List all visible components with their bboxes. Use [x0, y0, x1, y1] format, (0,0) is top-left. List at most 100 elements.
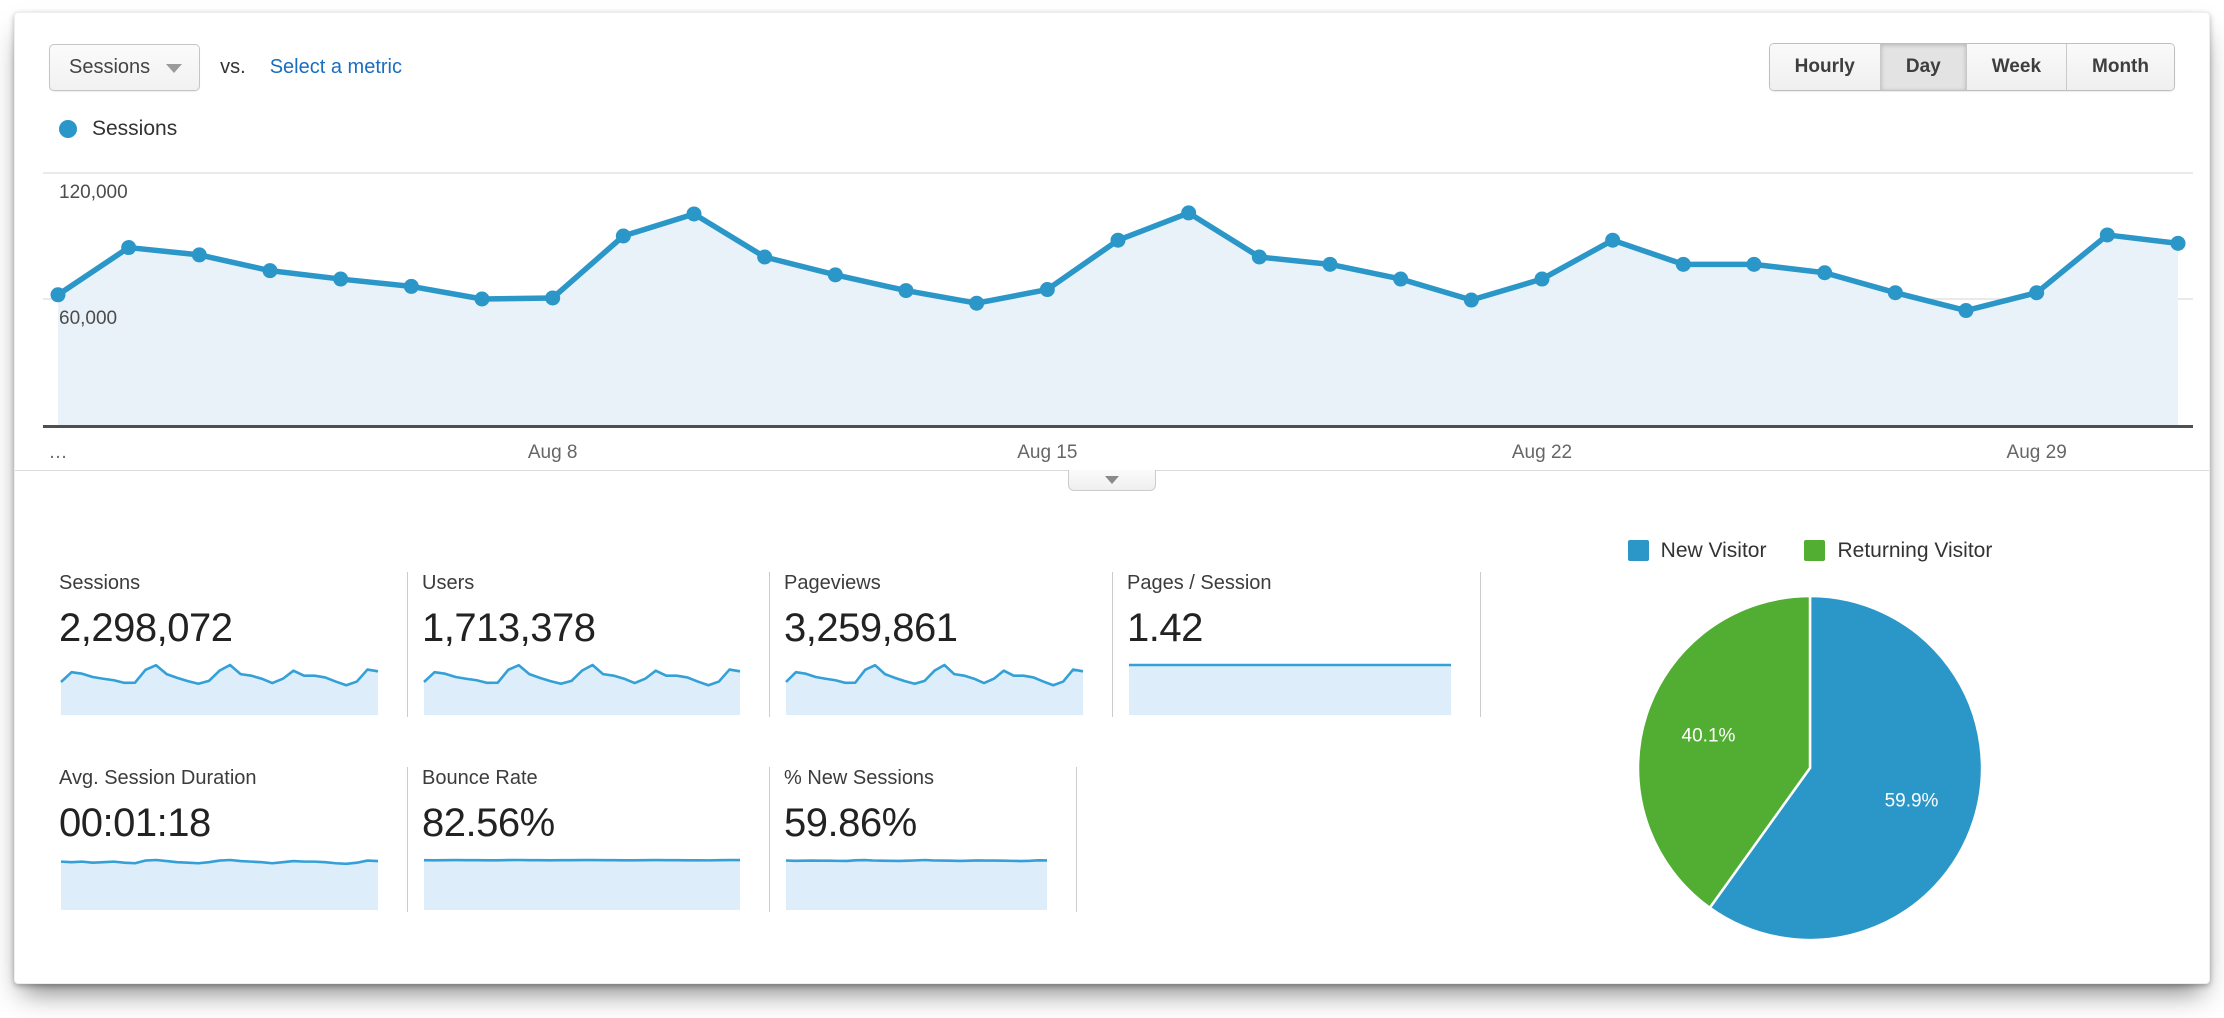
granularity-button-day[interactable]: Day	[1879, 44, 1966, 90]
data-point-marker[interactable]	[1110, 232, 1126, 248]
scorecard-sparkline	[60, 663, 379, 715]
data-point-marker[interactable]	[50, 287, 66, 303]
data-point-marker[interactable]	[1605, 232, 1621, 248]
pie-slice-percentage-label: 59.9%	[1885, 791, 1939, 812]
scorecard-value: 00:01:18	[59, 801, 211, 845]
analytics-overview-panel: Sessions vs. Select a metric Hourly Day We…	[14, 12, 2210, 984]
pie-slice-new-visitor[interactable]	[1708, 594, 1984, 942]
pie-legend-item-new-visitor: New Visitor	[1627, 538, 1767, 563]
data-point-marker[interactable]	[2029, 285, 2045, 301]
data-point-marker[interactable]	[757, 249, 773, 265]
pie-legend-label: Returning Visitor	[1837, 538, 1993, 562]
data-point-marker[interactable]	[827, 267, 843, 283]
scorecard-value: 2,298,072	[59, 606, 233, 650]
data-point-marker[interactable]	[474, 291, 490, 307]
y-axis-tick-label: 60,000	[59, 308, 117, 329]
data-point-marker[interactable]	[1534, 271, 1550, 287]
pie-legend-item-returning-visitor: Returning Visitor	[1804, 539, 1992, 563]
data-point-marker[interactable]	[1039, 282, 1055, 298]
scorecard-sparkline	[1129, 663, 1451, 715]
pie-slice-returning-visitor[interactable]	[1636, 594, 1812, 910]
data-point-marker[interactable]	[1463, 292, 1479, 308]
scorecard-pageviews: Pageviews 3,259,861	[770, 572, 1113, 717]
collapse-chart-handle[interactable]	[1068, 470, 1156, 491]
granularity-button-hourly[interactable]: Hourly	[1769, 44, 1880, 90]
data-point-marker[interactable]	[403, 278, 419, 294]
data-point-marker[interactable]	[333, 271, 349, 287]
data-point-marker[interactable]	[1393, 271, 1409, 287]
scorecard-label: Sessions	[59, 572, 141, 594]
pie-legend-label: New Visitor	[1660, 538, 1767, 562]
pie-chart-area: 59.9% 40.1%	[1630, 588, 1990, 953]
chart-controls-bar: Sessions vs. Select a metric Hourly Day We…	[15, 43, 2209, 91]
data-point-marker[interactable]	[1181, 205, 1197, 221]
scorecards: Sessions 2,298,072 Users 1,713,378 Pageviews…	[45, 539, 1481, 953]
scorecard-label: Pageviews	[784, 572, 881, 594]
visitor-type-pie-chart[interactable]: 59.9% 40.1%	[1630, 588, 1990, 948]
scorecard-bounce-rate: Bounce Rate 82.56%	[408, 767, 770, 912]
caret-down-icon	[166, 63, 183, 73]
data-point-marker[interactable]	[1746, 256, 1762, 272]
data-point-marker[interactable]	[545, 290, 561, 306]
x-axis-tick-label: Aug 22	[1511, 442, 1573, 463]
granularity-toggle: Hourly Day Week Month	[1768, 43, 2175, 91]
scorecard-label: Users	[422, 572, 475, 594]
data-point-marker[interactable]	[1958, 303, 1974, 319]
scorecard-value: 82.56%	[422, 801, 555, 845]
scorecard-avg-session-duration: Avg. Session Duration 00:01:18	[45, 767, 408, 912]
data-point-marker[interactable]	[615, 228, 631, 244]
data-point-marker[interactable]	[1675, 256, 1691, 272]
scorecard-value: 3,259,861	[784, 606, 958, 650]
scorecard-label: Bounce Rate	[422, 767, 538, 789]
data-point-marker[interactable]	[1322, 256, 1338, 272]
scorecard-value: 1.42	[1127, 606, 1203, 650]
scorecard-pages-session: Pages / Session 1.42	[1113, 572, 1481, 717]
legend-series-label: Sessions	[92, 117, 178, 140]
legend-dot-icon	[59, 120, 77, 138]
x-axis-tick-label: Aug 15	[1017, 442, 1078, 463]
legend-square-icon	[1627, 540, 1649, 561]
scorecard-value: 59.86%	[784, 801, 917, 845]
scorecard-row: Sessions 2,298,072 Users 1,713,378 Pageviews…	[45, 572, 1481, 717]
scorecard-sparkline	[785, 858, 1048, 910]
select-a-metric-link[interactable]: Select a metric	[269, 55, 402, 78]
data-point-marker[interactable]	[262, 263, 278, 279]
data-point-marker[interactable]	[121, 240, 137, 256]
scorecard-label: Avg. Session Duration	[59, 767, 257, 789]
metric-selector-dropdown[interactable]: Sessions	[49, 43, 201, 91]
data-point-marker[interactable]	[191, 247, 207, 263]
scorecard-new-sessions: % New Sessions 59.86%	[770, 767, 1077, 912]
pie-slice-percentage-label: 40.1%	[1682, 725, 1736, 746]
data-point-marker[interactable]	[1887, 285, 1903, 301]
chart-section-divider	[15, 470, 2209, 494]
y-axis-tick-label: 120,000	[59, 182, 128, 203]
x-axis-tick-label: Aug 29	[2006, 442, 2067, 463]
scorecard-sparkline	[60, 858, 379, 910]
chevron-down-icon	[1105, 476, 1119, 484]
data-point-marker[interactable]	[898, 283, 914, 299]
visitor-type-section: New Visitor Returning Visitor 59.9% 40.1%	[1481, 539, 2209, 953]
scorecard-row: Avg. Session Duration 00:01:18 Bounce Rate…	[45, 767, 1481, 912]
scorecard-sparkline	[785, 663, 1084, 715]
data-point-marker[interactable]	[2170, 235, 2186, 251]
data-point-marker[interactable]	[1251, 249, 1267, 265]
granularity-button-month[interactable]: Month	[2066, 44, 2174, 90]
scorecard-sparkline	[423, 858, 741, 910]
data-point-marker[interactable]	[969, 295, 985, 311]
pie-legend: New Visitor Returning Visitor	[1627, 538, 1992, 563]
x-axis-labels: … Aug 8 Aug 15 Aug 22 Aug 29	[43, 434, 2193, 468]
data-point-marker[interactable]	[1817, 265, 1833, 281]
scorecard-label: Pages / Session	[1127, 572, 1272, 594]
chart-legend: Sessions	[59, 117, 2209, 141]
scorecard-sessions: Sessions 2,298,072	[45, 572, 408, 717]
vs-label: vs.	[220, 55, 246, 78]
scorecard-value: 1,713,378	[422, 606, 596, 650]
metric-selector-value: Sessions	[69, 55, 151, 78]
x-axis-tick-label: …	[48, 442, 68, 463]
x-axis-tick-label: Aug 8	[527, 442, 578, 463]
data-point-marker[interactable]	[2099, 227, 2115, 243]
granularity-button-week[interactable]: Week	[1965, 44, 2067, 90]
sessions-line-chart[interactable]: 60,000 120,000	[43, 157, 2193, 429]
scorecard-sparkline	[423, 663, 741, 715]
data-point-marker[interactable]	[686, 206, 702, 222]
